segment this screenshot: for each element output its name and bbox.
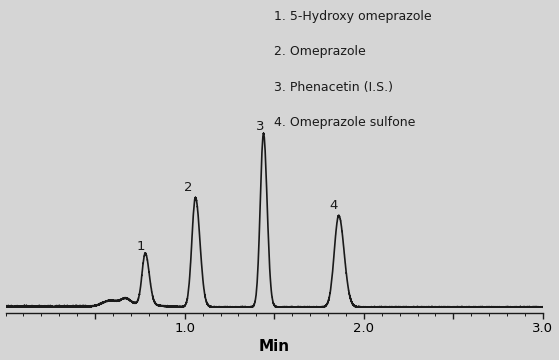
Text: 4: 4 [329, 199, 338, 212]
Text: 1: 1 [136, 240, 145, 253]
Text: 4. Omeprazole sulfone: 4. Omeprazole sulfone [274, 116, 416, 129]
X-axis label: Min: Min [259, 339, 290, 355]
Text: 1. 5-Hydroxy omeprazole: 1. 5-Hydroxy omeprazole [274, 10, 432, 23]
Text: 3. Phenacetin (I.S.): 3. Phenacetin (I.S.) [274, 81, 393, 94]
Text: 3: 3 [255, 121, 264, 134]
Text: 2: 2 [184, 181, 192, 194]
Text: 2. Omeprazole: 2. Omeprazole [274, 45, 366, 58]
